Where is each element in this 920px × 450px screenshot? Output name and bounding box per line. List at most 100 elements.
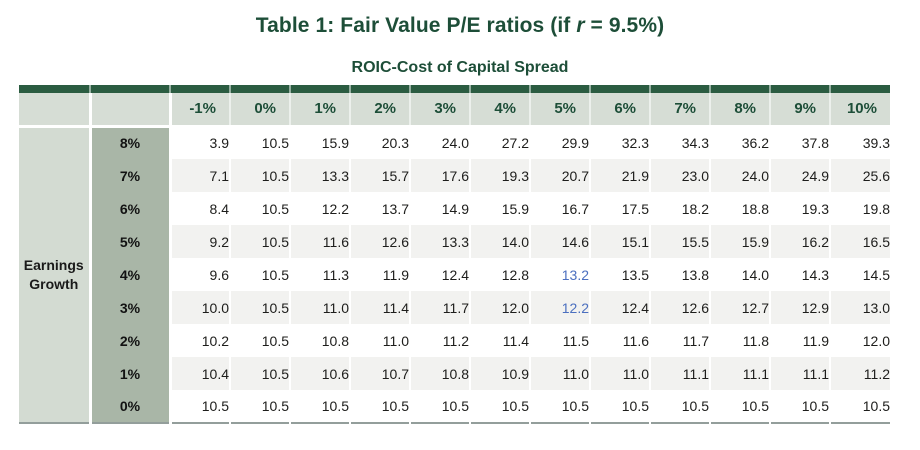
pe-value-cell: 13.8 (649, 258, 710, 291)
pe-value-cell: 39.3 (829, 126, 890, 159)
pe-value-cell: 11.1 (709, 357, 770, 390)
table-row: Earnings Growth 8% 3.9 10.5 15.9 20.3 24.0 27.2… (19, 126, 890, 423)
pe-value-cell: 24.9 (769, 159, 830, 192)
pe-value-cell: 10.5 (229, 390, 290, 423)
pe-value-cell: 7.1 (170, 159, 230, 192)
pe-value-cell: 12.8 (469, 258, 530, 291)
pe-value-cell: 24.0 (709, 159, 770, 192)
table-row: 2% 10.2 10.5 10.8 11.0 11.2 11.4 11.5 11.6 11.7 11… (19, 324, 890, 357)
pe-value-cell: 10.5 (829, 390, 890, 423)
pe-value-cell: 14.5 (829, 258, 890, 291)
pe-value-cell: 10.8 (289, 324, 350, 357)
pe-value-cell: 11.5 (529, 324, 590, 357)
pe-value-cell: 10.5 (229, 291, 290, 324)
pe-value-cell: 10.5 (529, 390, 590, 423)
top-bar-segment (229, 85, 290, 93)
pe-value-cell: 10.6 (289, 357, 350, 390)
pe-value-cell: 29.9 (529, 126, 590, 159)
pe-value-cell: 19.3 (469, 159, 530, 192)
pe-value-cell: 15.7 (349, 159, 410, 192)
column-header: 1% (289, 93, 350, 128)
row-header: 6% (88, 192, 172, 225)
pe-value-cell: 18.2 (649, 192, 710, 225)
table-title-suffix: = 9.5%) (584, 14, 665, 37)
top-bar-segment (649, 85, 710, 93)
column-header: 9% (769, 93, 830, 128)
pe-value-cell: 16.7 (529, 192, 590, 225)
pe-value-cell: 34.3 (649, 126, 710, 159)
row-header: 1% (88, 357, 172, 390)
top-bar-segment (19, 85, 90, 93)
pe-value-cell: 11.6 (289, 225, 350, 258)
table-title-text: Table 1: Fair Value P/E ratios (if (255, 14, 577, 37)
top-bar-segment (709, 85, 770, 93)
pe-value-cell: 12.4 (409, 258, 470, 291)
pe-value-cell: 15.9 (469, 192, 530, 225)
pe-value-cell-highlighted: 12.2 (529, 291, 590, 324)
pe-value-cell: 37.8 (769, 126, 830, 159)
top-bar-segment (529, 85, 590, 93)
pe-value-cell: 12.0 (469, 291, 530, 324)
top-bar-segment (89, 85, 170, 93)
pe-value-cell: 27.2 (469, 126, 530, 159)
pe-value-cell: 14.0 (469, 225, 530, 258)
pe-value-cell: 10.5 (409, 390, 470, 423)
pe-value-cell: 10.5 (229, 192, 290, 225)
pe-value-cell: 10.5 (229, 324, 290, 357)
column-axis-title: ROIC-Cost of Capital Spread (351, 59, 569, 76)
pe-value-cell: 19.3 (769, 192, 830, 225)
top-bar-segment (289, 85, 350, 93)
pe-value-cell: 10.5 (469, 390, 530, 423)
table-row: 0% 10.5 10.5 10.5 10.5 10.5 10.5 10.5 10.5 10.5 10… (19, 390, 890, 423)
pe-value-cell: 10.5 (769, 390, 830, 423)
pe-value-cell: 11.1 (649, 357, 710, 390)
pe-value-cell: 10.5 (649, 390, 710, 423)
pe-value-cell: 12.2 (289, 192, 350, 225)
top-bar-segment (769, 85, 830, 93)
pe-value-cell: 13.3 (289, 159, 350, 192)
pe-value-cell: 11.2 (409, 324, 470, 357)
pe-value-cell: 17.6 (409, 159, 470, 192)
pe-value-cell: 16.5 (829, 225, 890, 258)
row-header: 4% (88, 258, 172, 291)
pe-value-cell: 12.4 (589, 291, 650, 324)
pe-value-cell: 20.7 (529, 159, 590, 192)
pe-value-cell: 11.4 (469, 324, 530, 357)
pe-value-cell: 11.2 (829, 357, 890, 390)
column-header: 3% (409, 93, 470, 128)
top-bar-segment (829, 85, 890, 93)
pe-value-cell: 13.7 (349, 192, 410, 225)
table-row: 3% 10.0 10.5 11.0 11.4 11.7 12.0 12.2 12.4 12.6 12… (19, 291, 890, 324)
pe-value-cell: 23.0 (649, 159, 710, 192)
pe-value-cell: 10.5 (229, 126, 290, 159)
top-bar-segment (409, 85, 470, 93)
pe-value-cell: 15.5 (649, 225, 710, 258)
pe-value-cell: 12.0 (829, 324, 890, 357)
pe-value-cell: 13.5 (589, 258, 650, 291)
row-header: 2% (88, 324, 172, 357)
pe-value-cell: 14.0 (709, 258, 770, 291)
pe-value-cell: 18.8 (709, 192, 770, 225)
top-bar-segment (589, 85, 650, 93)
pe-value-cell: 10.5 (229, 357, 290, 390)
pe-value-cell: 11.7 (649, 324, 710, 357)
pe-value-cell: 10.5 (229, 159, 290, 192)
pe-value-cell: 11.0 (289, 291, 350, 324)
row-header: 0% (88, 390, 172, 423)
pe-value-cell: 14.3 (769, 258, 830, 291)
pe-value-cell: 10.5 (589, 390, 650, 423)
pe-value-cell: 11.9 (349, 258, 410, 291)
pe-value-cell: 10.5 (229, 225, 290, 258)
pe-value-cell: 11.7 (409, 291, 470, 324)
pe-value-cell: 21.9 (589, 159, 650, 192)
pe-value-cell: 20.3 (349, 126, 410, 159)
corner-cell (19, 93, 90, 128)
pe-value-cell: 10.8 (409, 357, 470, 390)
pe-value-cell: 3.9 (170, 126, 230, 159)
column-header: 8% (709, 93, 770, 128)
pe-value-cell: 11.0 (529, 357, 590, 390)
pe-value-cell: 9.6 (170, 258, 230, 291)
pe-value-cell: 9.2 (170, 225, 230, 258)
top-bar-segment (169, 85, 230, 93)
top-bar-segment (469, 85, 530, 93)
